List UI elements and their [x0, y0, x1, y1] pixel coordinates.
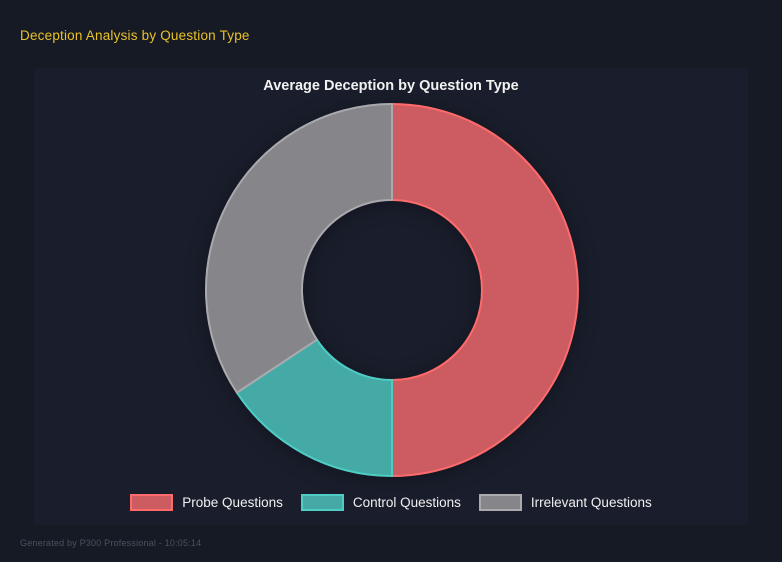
chart-legend: Probe Questions Control Questions Irreleva…: [34, 494, 748, 511]
legend-swatch-control-questions: [300, 494, 344, 511]
legend-item-probe-questions[interactable]: Probe Questions: [130, 494, 283, 511]
legend-label-control-questions: Control Questions: [352, 495, 461, 510]
donut-segment-irrelevant-questions[interactable]: [205, 103, 393, 394]
legend-item-control-questions[interactable]: Control Questions: [300, 494, 461, 511]
legend-swatch-probe-questions: [130, 494, 174, 511]
chart-panel: Average Deception by Question Type Probe…: [34, 68, 748, 525]
chart-title: Average Deception by Question Type: [263, 78, 519, 94]
donut-segment-probe-questions[interactable]: [391, 103, 579, 477]
legend-swatch-irrelevant-questions: [478, 494, 522, 511]
legend-label-irrelevant-questions: Irrelevant Questions: [530, 495, 652, 510]
donut-chart: [205, 103, 579, 477]
footer-text: Generated by P300 Professional - 10:05:1…: [20, 538, 202, 548]
donut-segment-control-questions[interactable]: [235, 338, 393, 477]
page-title: Deception Analysis by Question Type: [20, 28, 250, 43]
legend-item-irrelevant-questions[interactable]: Irrelevant Questions: [478, 494, 652, 511]
legend-label-probe-questions: Probe Questions: [182, 495, 283, 510]
